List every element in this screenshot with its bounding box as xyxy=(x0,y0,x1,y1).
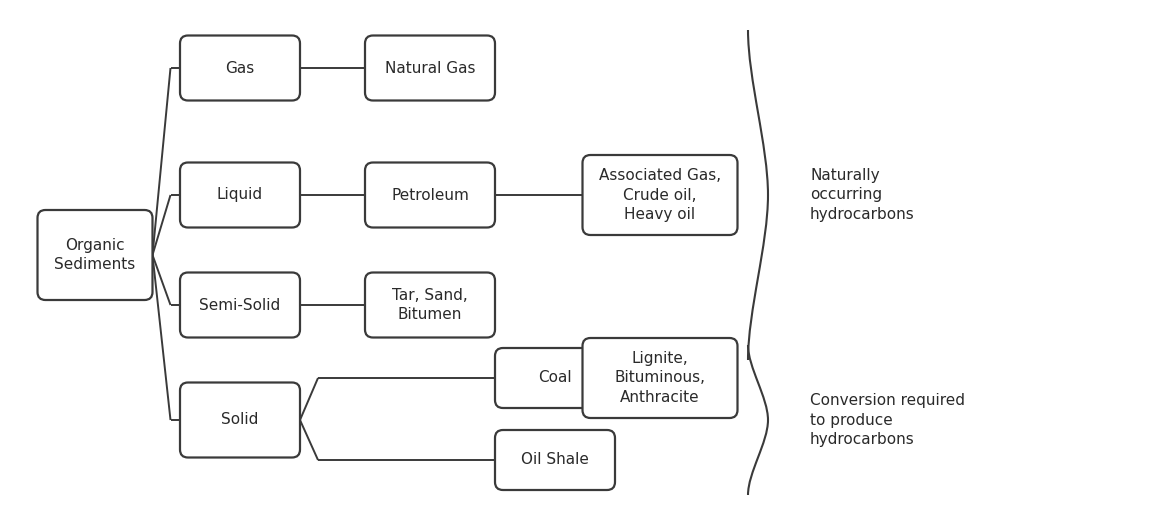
Text: Solid: Solid xyxy=(221,412,258,428)
FancyBboxPatch shape xyxy=(366,36,495,100)
FancyBboxPatch shape xyxy=(582,338,738,418)
FancyBboxPatch shape xyxy=(366,162,495,228)
FancyBboxPatch shape xyxy=(180,162,300,228)
FancyBboxPatch shape xyxy=(582,155,738,235)
Text: Gas: Gas xyxy=(225,61,255,75)
Text: Associated Gas,
Crude oil,
Heavy oil: Associated Gas, Crude oil, Heavy oil xyxy=(598,167,721,222)
Text: Oil Shale: Oil Shale xyxy=(521,453,589,467)
FancyBboxPatch shape xyxy=(180,382,300,458)
FancyBboxPatch shape xyxy=(180,272,300,337)
FancyBboxPatch shape xyxy=(38,210,152,300)
Text: Naturally
occurring
hydrocarbons: Naturally occurring hydrocarbons xyxy=(811,167,914,222)
Text: Semi-Solid: Semi-Solid xyxy=(199,297,280,313)
Text: Petroleum: Petroleum xyxy=(391,187,469,203)
FancyBboxPatch shape xyxy=(366,272,495,337)
Text: Lignite,
Bituminous,
Anthracite: Lignite, Bituminous, Anthracite xyxy=(615,351,706,405)
Text: Liquid: Liquid xyxy=(217,187,263,203)
Text: Conversion required
to produce
hydrocarbons: Conversion required to produce hydrocarb… xyxy=(811,393,965,447)
Text: Tar, Sand,
Bitumen: Tar, Sand, Bitumen xyxy=(392,288,468,322)
Text: Natural Gas: Natural Gas xyxy=(385,61,475,75)
Text: Coal: Coal xyxy=(538,371,572,385)
FancyBboxPatch shape xyxy=(180,36,300,100)
FancyBboxPatch shape xyxy=(495,348,615,408)
Text: Organic
Sediments: Organic Sediments xyxy=(54,238,136,272)
FancyBboxPatch shape xyxy=(495,430,615,490)
